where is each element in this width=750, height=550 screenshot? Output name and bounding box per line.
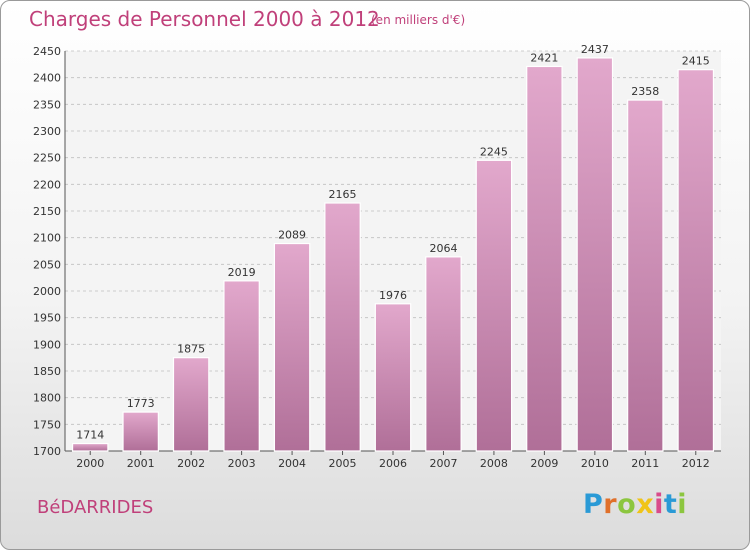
town-name: BéDARRIDES [37,497,154,518]
logo-letter: r [603,489,618,520]
proxiti-logo[interactable]: Proxiti [583,489,687,520]
x-tick-label: 2004 [278,457,306,470]
data-label: 1714 [76,429,104,442]
bar [324,202,361,452]
y-tick-label: 2150 [33,205,61,218]
y-tick-label: 2200 [33,178,61,191]
logo-letter: t [663,489,678,520]
data-label: 2421 [530,51,558,64]
data-label: 2358 [631,85,659,98]
bar [172,357,210,452]
x-tick-label: 2007 [429,457,457,470]
data-label: 1976 [379,289,407,302]
data-label: 2019 [228,266,256,279]
bar [627,99,664,452]
x-tick-label: 2006 [379,457,407,470]
y-tick-label: 1850 [33,365,61,378]
bar [475,159,513,452]
x-tick-label: 2012 [682,457,710,470]
y-tick-label: 2400 [33,72,61,85]
data-label: 2064 [429,242,457,255]
y-tick-label: 1950 [33,312,61,325]
bar [71,442,109,452]
logo-letter: x [636,489,655,520]
bar [425,256,462,452]
x-tick-label: 2009 [530,457,558,470]
y-tick-label: 1750 [33,418,61,431]
x-tick-label: 2008 [480,457,508,470]
y-tick-label: 1800 [33,392,61,405]
x-tick-label: 2005 [329,457,357,470]
data-label: 2245 [480,145,508,158]
x-tick-label: 2011 [631,457,659,470]
y-tick-label: 2450 [33,45,61,58]
x-tick-label: 2000 [76,457,104,470]
logo-letter: i [677,489,688,520]
bar [526,65,563,452]
y-tick-label: 2250 [33,152,61,165]
y-tick-label: 2300 [33,125,61,138]
chart-title: Charges de Personnel 2000 à 2012 [29,7,380,31]
y-tick-label: 1900 [33,338,61,351]
bar [374,303,412,452]
chart-subtitle: (en milliers d'€) [371,13,466,27]
y-tick-label: 2050 [33,258,61,271]
bar [273,242,311,452]
logo-letter: P [583,489,604,520]
y-tick-label: 2000 [33,285,61,298]
logo-letter: o [617,489,637,520]
data-label: 2437 [581,43,609,56]
bar [576,57,614,452]
data-label: 2089 [278,229,306,242]
x-tick-label: 2003 [228,457,256,470]
x-tick-label: 2002 [177,457,205,470]
logo-letter: i [654,489,664,520]
data-label: 1773 [127,397,155,410]
data-label: 1875 [177,343,205,356]
data-label: 2415 [682,55,710,68]
data-label: 2165 [329,188,357,201]
y-tick-label: 1700 [33,445,61,458]
x-tick-label: 2001 [127,457,155,470]
y-tick-label: 2100 [33,232,61,245]
x-tick-label: 2010 [581,457,609,470]
bar [122,411,159,452]
bar [223,280,260,452]
y-tick-label: 2350 [33,98,61,111]
bar [677,69,715,452]
